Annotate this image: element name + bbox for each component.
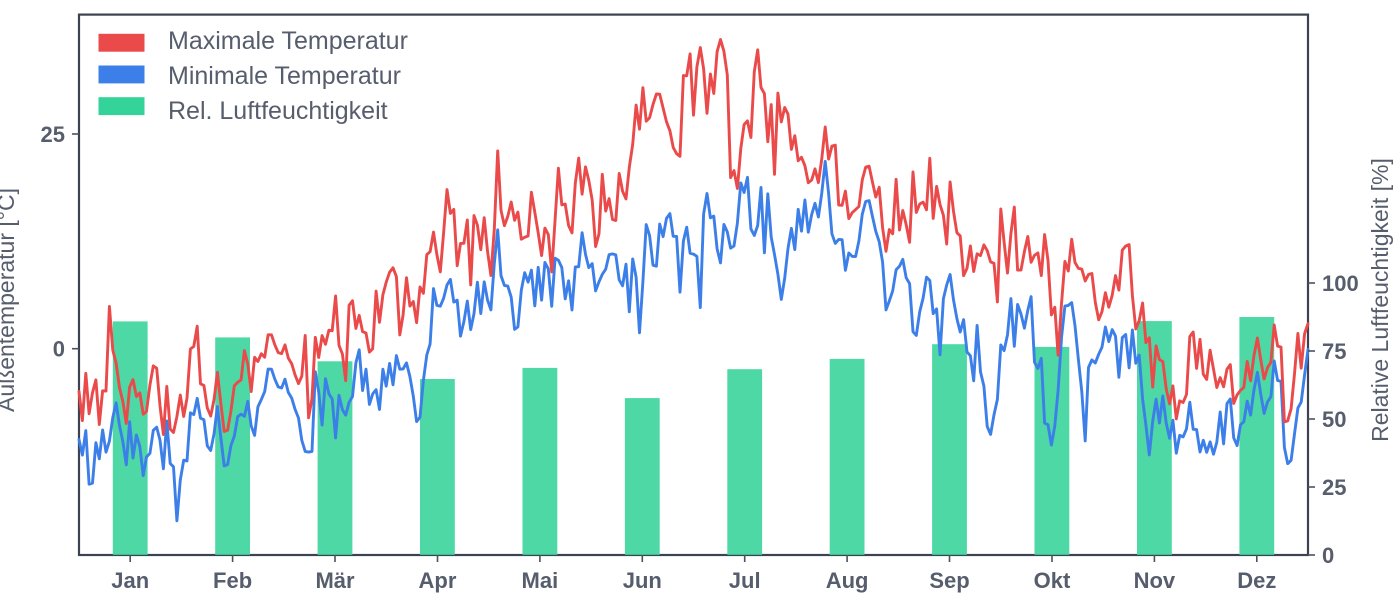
svg-text:Sep: Sep xyxy=(929,568,969,593)
svg-text:50: 50 xyxy=(1322,407,1346,432)
svg-text:Apr: Apr xyxy=(419,568,457,593)
svg-text:Mär: Mär xyxy=(315,568,355,593)
svg-text:Okt: Okt xyxy=(1034,568,1071,593)
svg-text:Dez: Dez xyxy=(1237,568,1276,593)
svg-text:Minimale Temperatur: Minimale Temperatur xyxy=(168,62,401,90)
svg-text:25: 25 xyxy=(1322,475,1346,500)
svg-text:Aug: Aug xyxy=(826,568,869,593)
svg-text:Rel. Luftfeuchtigkeit: Rel. Luftfeuchtigkeit xyxy=(168,97,388,125)
svg-text:Mai: Mai xyxy=(522,568,559,593)
svg-text:Jan: Jan xyxy=(111,568,149,593)
svg-text:Maximale Temperatur: Maximale Temperatur xyxy=(168,27,408,55)
svg-text:75: 75 xyxy=(1322,339,1346,364)
svg-text:Jul: Jul xyxy=(729,568,761,593)
svg-text:Außentemperatur [°C]: Außentemperatur [°C] xyxy=(0,188,19,412)
svg-text:25: 25 xyxy=(41,122,65,147)
svg-text:Nov: Nov xyxy=(1134,568,1176,593)
svg-text:0: 0 xyxy=(53,337,65,362)
svg-text:Jun: Jun xyxy=(623,568,662,593)
svg-text:100: 100 xyxy=(1322,271,1359,296)
svg-text:Relative Luftfeuchtigkeit [%]: Relative Luftfeuchtigkeit [%] xyxy=(1367,158,1393,442)
svg-text:0: 0 xyxy=(1322,543,1334,568)
svg-text:Feb: Feb xyxy=(213,568,252,593)
